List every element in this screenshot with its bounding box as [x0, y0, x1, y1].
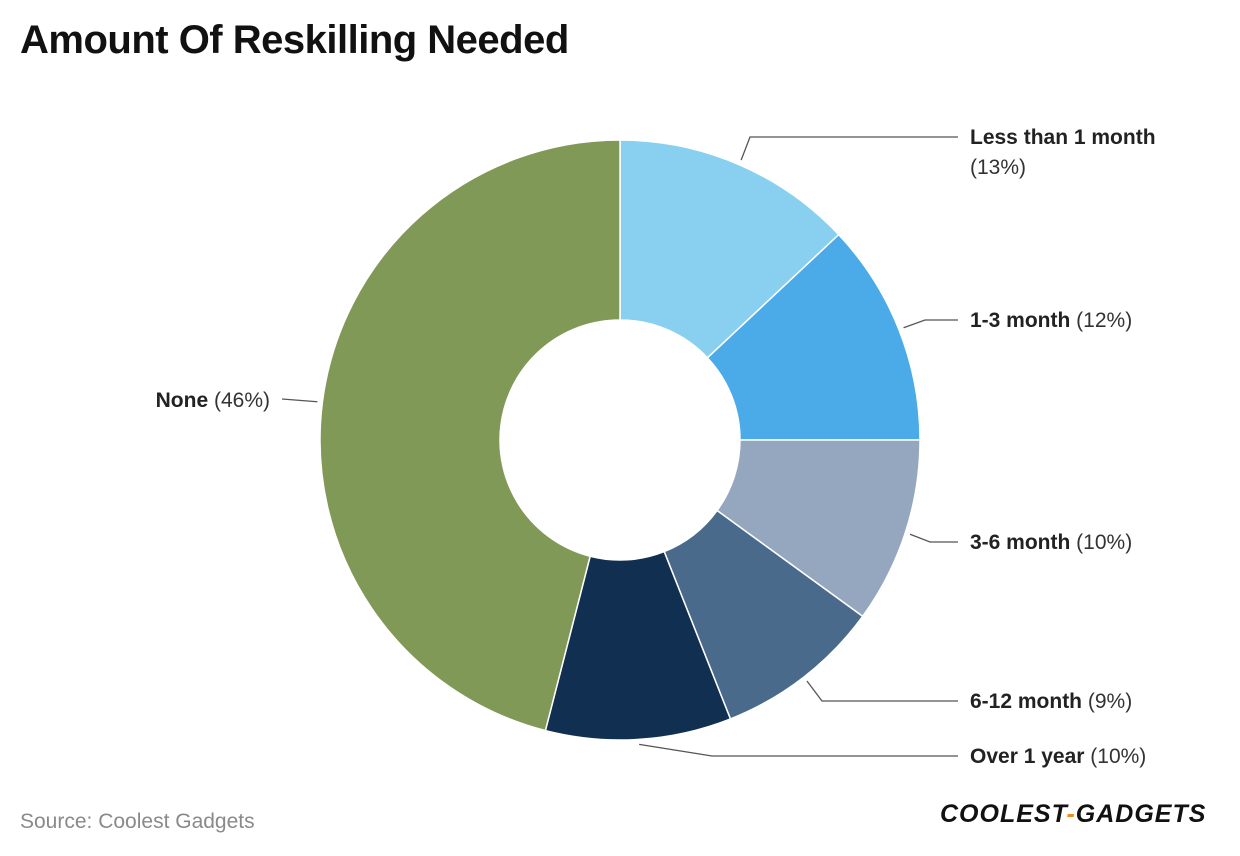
label-value: (12%) [1070, 309, 1132, 332]
chart-title: Amount Of Reskilling Needed [20, 18, 569, 62]
slice-3-6-month [716, 439, 921, 618]
label-name: 6-12 month [970, 690, 1082, 713]
label-value: (13%) [970, 156, 1026, 179]
label-name: None [156, 389, 209, 412]
slice-none [319, 139, 621, 732]
label-name: 1-3 month [970, 309, 1070, 332]
label-value: (10%) [1084, 745, 1146, 768]
slice-over-1-year [544, 550, 732, 741]
label-3-6-month: 3-6 month (10%) [970, 531, 1132, 554]
labels-group: Less than 1 month (13%) 1-3 month (12%) 3-6… [156, 126, 1156, 768]
leader-line-3-6-month [909, 533, 958, 543]
leader-line-6-12-month [806, 680, 958, 702]
label-value: (10%) [1070, 531, 1132, 554]
label-6-12-month: 6-12 month (9%) [970, 690, 1132, 713]
slice-1-3-month [706, 233, 921, 441]
leader-line-1-3-month [903, 319, 958, 329]
logo-separator: - [1066, 800, 1076, 828]
label-value: (9%) [1082, 690, 1132, 713]
logo-right: GADGETS [1075, 800, 1207, 828]
brand-logo: COOLEST-GADGETS [940, 800, 1206, 829]
label-name: Less than 1 month [970, 126, 1156, 149]
source-note: Source: Coolest Gadgets [20, 810, 255, 833]
slices-group [319, 139, 921, 741]
label-less-than-1-month: Less than 1 month (13%) [970, 126, 1156, 179]
leader-line-none [281, 398, 318, 403]
slice-less-than-1-month [619, 139, 840, 359]
leader-line-less-than-1-month [740, 136, 958, 161]
logo-left: COOLEST [940, 800, 1067, 828]
label-none: None (46%) [156, 389, 270, 412]
label-1-3-month: 1-3 month (12%) [970, 309, 1132, 332]
label-over-1-year: Over 1 year (10%) [970, 745, 1146, 768]
label-name: Over 1 year [970, 745, 1084, 768]
label-value: (46%) [208, 389, 270, 412]
label-name: 3-6 month [970, 531, 1070, 554]
leader-line-over-1-year [639, 743, 958, 757]
